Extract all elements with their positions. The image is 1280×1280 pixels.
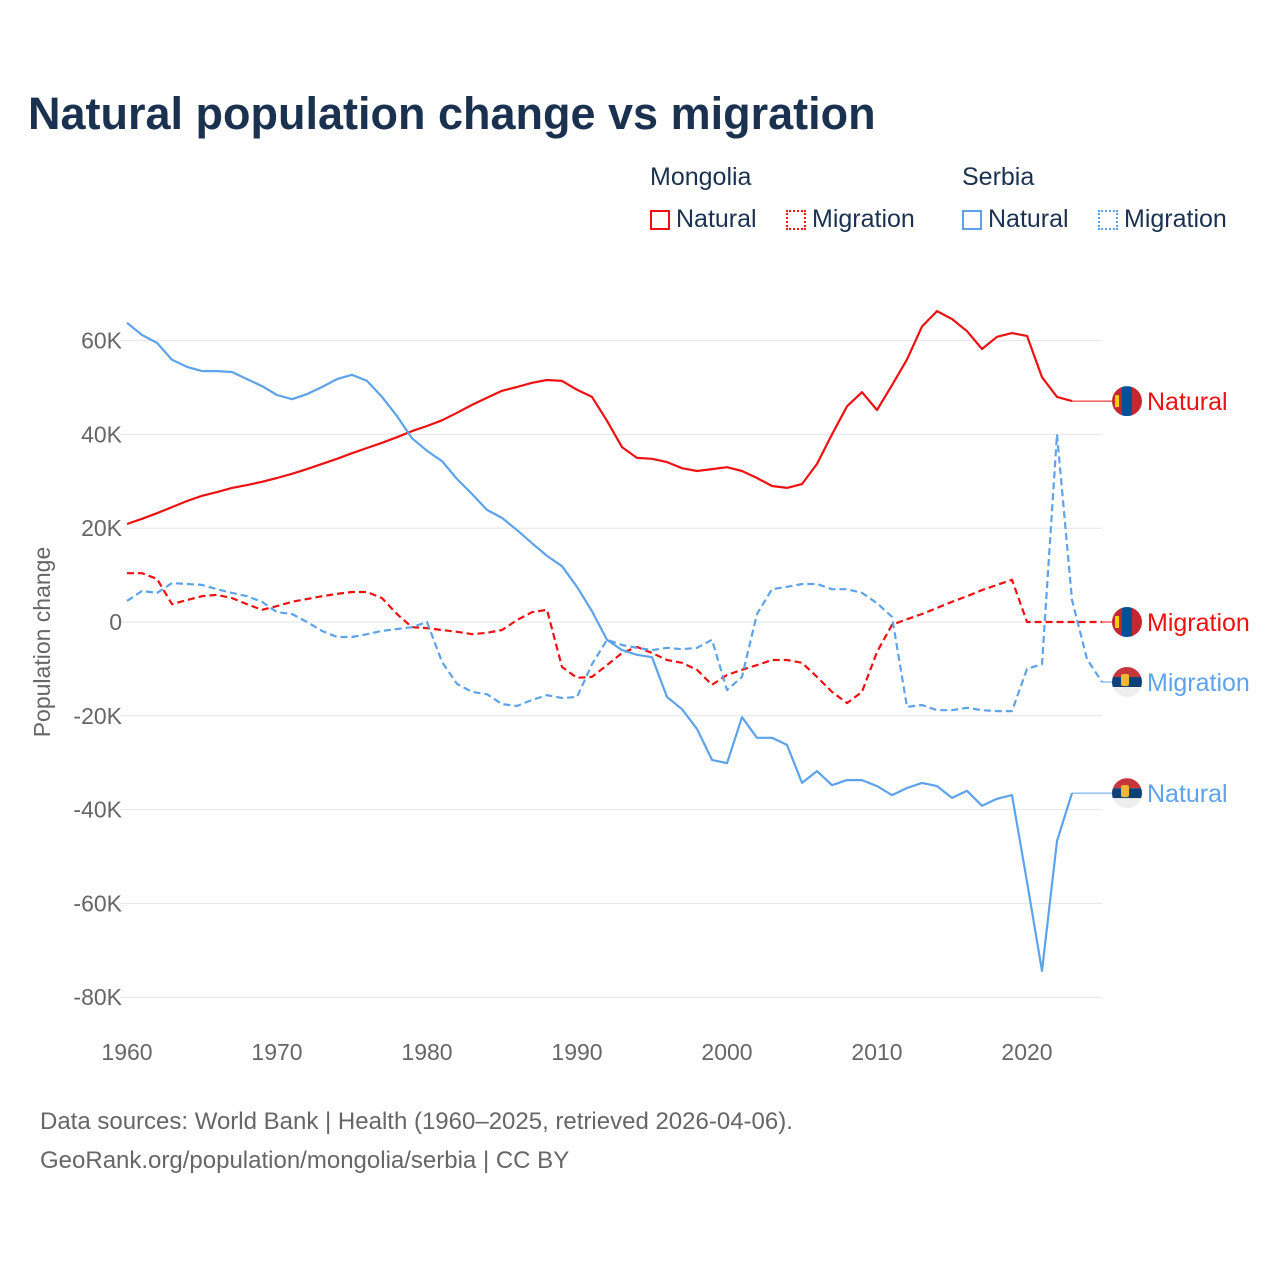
x-tick-label: 1980 <box>401 1039 452 1065</box>
x-tick-label: 1990 <box>551 1039 602 1065</box>
series-line-serbia-natural <box>126 321 1074 973</box>
series-line-serbia-migration <box>126 433 1103 713</box>
y-axis-label: Population change <box>29 547 55 738</box>
end-label-mongolia-migration: Migration <box>1147 609 1250 637</box>
x-tick-label: 2010 <box>851 1039 902 1065</box>
y-tick-label: -80K <box>73 984 122 1010</box>
y-tick-label: -60K <box>73 890 122 916</box>
legend-swatch-solid <box>962 209 982 230</box>
y-tick-label: 20K <box>81 515 123 541</box>
legend-label: Migration <box>812 205 915 233</box>
end-label-serbia-natural: Natural <box>1147 780 1228 808</box>
legend-label: Natural <box>676 205 757 233</box>
end-label-serbia-migration: Migration <box>1147 669 1250 697</box>
y-tick-label: -40K <box>73 797 122 823</box>
legend-group-mongolia: Mongolia <box>650 163 752 191</box>
legend-swatch-dotted <box>1098 209 1118 230</box>
serbia-flag-icon <box>1112 667 1142 698</box>
chart-title: Natural population change vs migration <box>28 88 876 139</box>
footer-sources: Data sources: World Bank | Health (1960–… <box>40 1108 793 1135</box>
y-tick-label: 0 <box>109 609 122 635</box>
y-tick-label: 40K <box>81 421 123 447</box>
footer-link[interactable]: GeoRank.org/population/mongolia/serbia |… <box>40 1147 570 1174</box>
x-tick-label: 2000 <box>701 1039 752 1065</box>
legend-label: Natural <box>988 205 1069 233</box>
x-tick-label: 2020 <box>1001 1039 1052 1065</box>
end-label-mongolia-natural: Natural <box>1147 388 1228 416</box>
legend-serbia-migration[interactable]: Migration <box>1098 205 1227 234</box>
x-tick-label: 1960 <box>101 1039 152 1065</box>
series-line-mongolia-migration <box>127 572 1102 705</box>
legend-swatch-solid <box>650 209 670 230</box>
serbia-flag-icon <box>1112 778 1142 809</box>
series-line-mongolia-natural <box>126 310 1073 526</box>
y-tick-label: 60K <box>81 328 123 354</box>
legend-serbia-natural[interactable]: Natural <box>962 205 1069 234</box>
x-tick-label: 1970 <box>251 1039 302 1065</box>
y-tick-label: -20K <box>73 703 122 729</box>
mongolia-flag-icon <box>1112 607 1142 637</box>
legend-swatch-dotted <box>786 209 806 230</box>
legend-group-serbia: Serbia <box>962 163 1035 191</box>
legend-mongolia-natural[interactable]: Natural <box>650 205 757 234</box>
legend-mongolia-migration[interactable]: Migration <box>786 205 915 234</box>
legend-label: Migration <box>1124 205 1227 233</box>
mongolia-flag-icon <box>1112 386 1142 417</box>
